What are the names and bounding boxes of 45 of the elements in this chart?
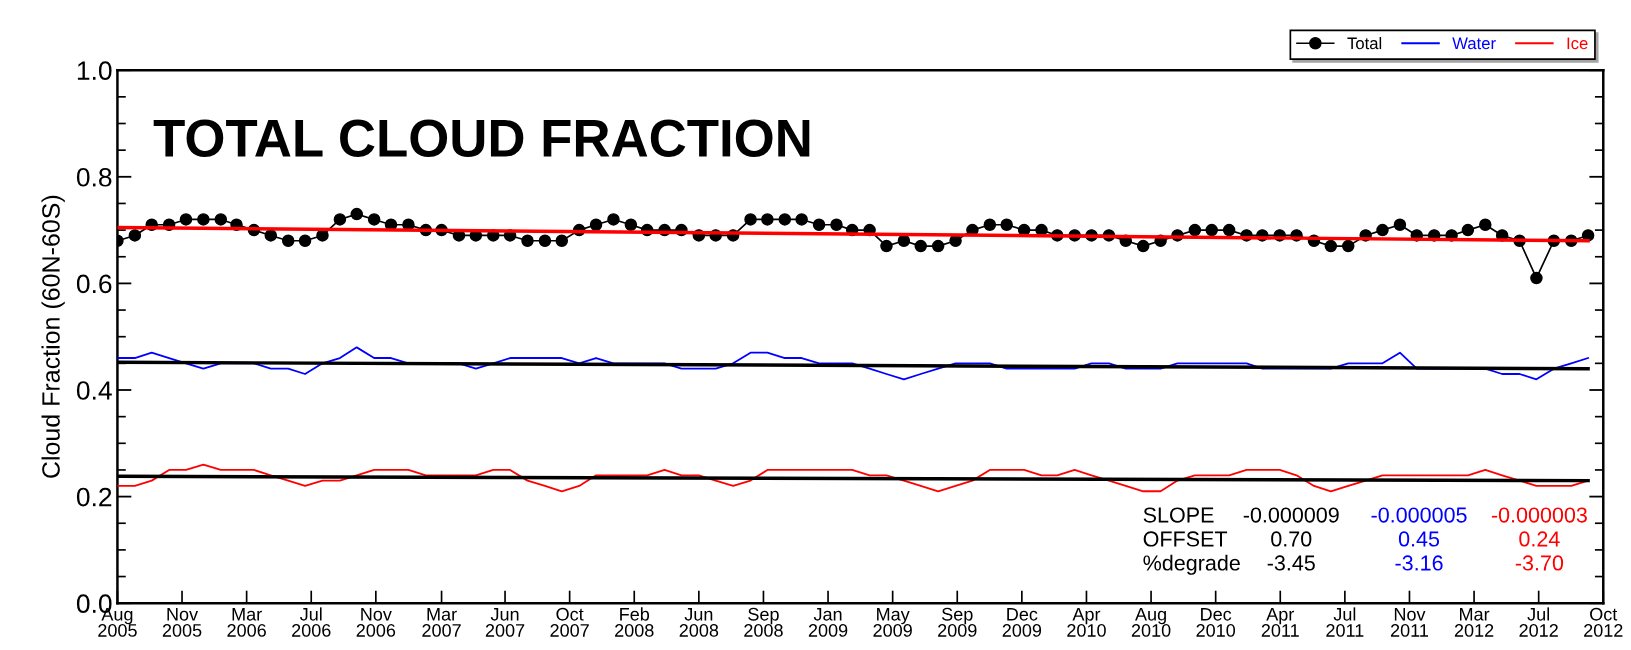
annotation: %degrade	[1143, 554, 1240, 575]
x-tick-label: Nov 2011	[1390, 608, 1429, 637]
x-tick-label: Oct 2007	[550, 607, 589, 637]
x-tick-label: Mar 2007	[422, 608, 461, 637]
x-tick-label: Jun 2008	[679, 608, 719, 637]
x-tick-label: Oct 2012	[1584, 607, 1623, 637]
annotation: 0.45	[1398, 531, 1440, 547]
x-tick-label: Mar 2006	[227, 608, 266, 637]
x-tick-label: Feb 2008	[615, 607, 654, 637]
x-tick-label: Jul 2012	[1519, 607, 1558, 637]
x-tick-label: Sep 2008	[744, 607, 783, 637]
y-tick-label: 0.8	[76, 167, 112, 187]
y-tick-label: 0.4	[76, 381, 112, 400]
x-tick-label: May 2009	[873, 608, 912, 637]
x-tick-label: Jul 2011	[1326, 607, 1364, 637]
y-tick-label: 1.0	[77, 61, 112, 81]
x-tick-label: Jan 2009	[808, 608, 848, 637]
x-tick-label: Nov 2006	[356, 608, 396, 637]
x-tick-label: Mar 2012	[1454, 608, 1494, 637]
x-tick-label: Dec 2010	[1196, 608, 1236, 637]
annotation: 0.24	[1519, 531, 1560, 547]
annotation: -3.45	[1267, 555, 1315, 571]
legend-label: Ice	[1567, 37, 1588, 50]
x-tick-label: Sep 2009	[938, 607, 977, 637]
y-axis-title: Cloud Fraction (60N-60S)	[41, 195, 65, 478]
annotation: -3.70	[1515, 555, 1564, 571]
annotation: -0.000005	[1371, 507, 1467, 523]
x-tick-label: Nov 2005	[162, 608, 202, 637]
x-tick-label: Apr 2011	[1261, 608, 1299, 637]
annotation: -3.16	[1395, 555, 1443, 571]
x-tick-label: Apr 2010	[1067, 608, 1106, 637]
y-tick-label: 0.6	[76, 274, 112, 294]
x-tick-label: Dec 2009	[1002, 608, 1042, 637]
legend-label: Water	[1452, 37, 1496, 50]
text: TOTAL CLOUD FRACTION	[153, 119, 810, 157]
annotation: -0.000009	[1243, 507, 1339, 523]
x-tick-label: Jun 2007	[485, 608, 525, 637]
annotation: 0.70	[1271, 531, 1312, 547]
annotation: -0.000003	[1491, 507, 1587, 523]
x-tick-label: Aug 2010	[1131, 608, 1171, 637]
legend-label: Total	[1347, 37, 1382, 50]
x-tick-label: Jul 2006	[292, 607, 331, 637]
annotation: SLOPE	[1143, 507, 1214, 523]
y-tick-label: 0.2	[76, 487, 112, 507]
annotation: OFFSET	[1143, 531, 1228, 547]
